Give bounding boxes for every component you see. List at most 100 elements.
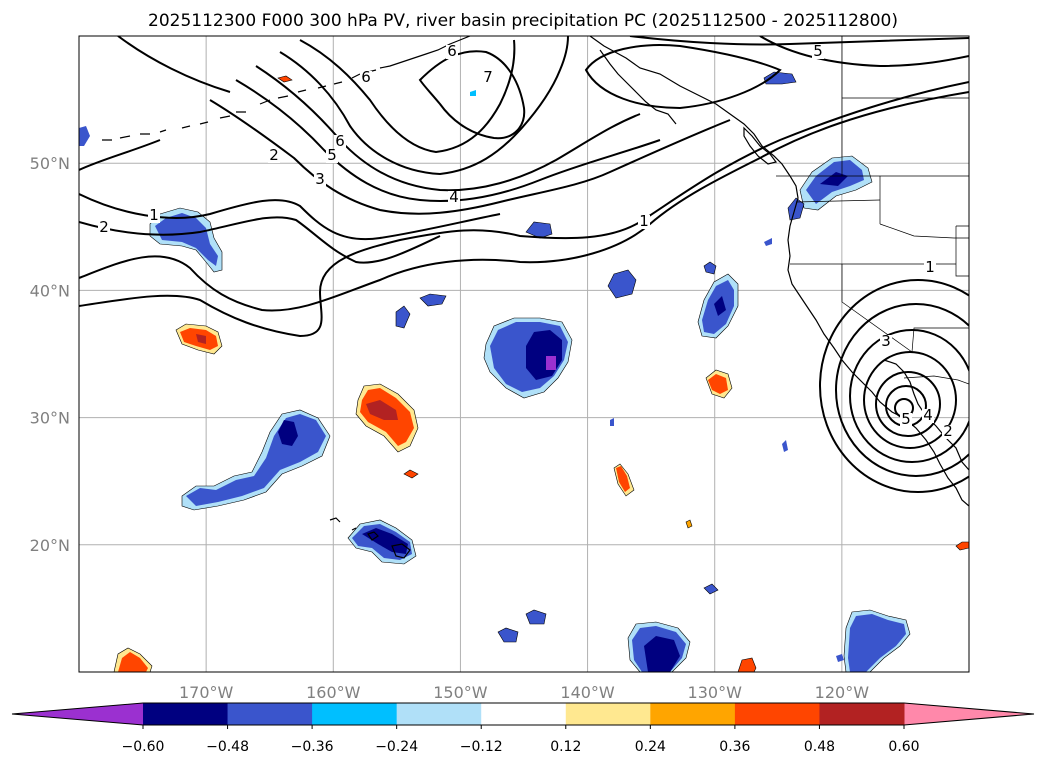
precip-blob — [525, 609, 547, 625]
contour-label-bg — [334, 135, 346, 149]
pv-contour-6 — [279, 36, 569, 176]
contour-label: 1 — [149, 206, 159, 224]
gridlines — [79, 36, 969, 672]
precip-blob — [546, 356, 556, 370]
border-az — [955, 225, 969, 277]
colorbar-tick-label: −0.48 — [206, 739, 249, 755]
precip-blob — [403, 469, 419, 479]
contour-label: 2 — [943, 422, 953, 440]
contour-label-bg — [148, 209, 160, 223]
colorbar-tick-label: 0.36 — [719, 739, 750, 755]
coastline-alaska-panhandle — [599, 49, 677, 125]
contour-label: 1 — [925, 258, 935, 276]
colorbar-bin — [734, 703, 820, 725]
pv-ring — [875, 371, 941, 437]
lon-tick-label: 150°W — [433, 683, 488, 702]
lat-tick-label: 20°N — [30, 536, 70, 555]
lat-tick-label: 30°N — [30, 409, 70, 428]
pv-contours — [79, 36, 969, 338]
contour-label: 4 — [449, 188, 459, 206]
pv-contour-2 — [79, 193, 501, 241]
precipitation-layer — [79, 71, 969, 672]
colorbar-extend-high — [904, 703, 1034, 725]
contour-label-bg — [448, 191, 460, 205]
lon-tick-label: 120°W — [815, 683, 870, 702]
lon-tick-label: 130°W — [688, 683, 743, 702]
precip-blob — [787, 197, 805, 221]
colorbar-bin — [312, 703, 398, 725]
colorbar-bin — [650, 703, 736, 725]
colorbar-tick-label: −0.36 — [291, 739, 334, 755]
pv-contour-1b — [79, 81, 969, 338]
colorbar: −0.60 −0.48 −0.36 −0.24 −0.12 0.12 0.24 0.36 0.4… — [11, 702, 1035, 755]
contour-label-bg — [360, 71, 372, 85]
coastline-vancouver-island — [743, 126, 778, 165]
contour-label: 3 — [881, 332, 891, 350]
precip-blob — [782, 440, 788, 452]
pv-contour-west — [79, 139, 161, 171]
contour-label-bg — [326, 149, 338, 163]
contour-label-bg — [922, 409, 934, 423]
contour-label: 5 — [901, 410, 911, 428]
coastline-west-coast — [589, 36, 969, 507]
contour-label-bg — [268, 149, 280, 163]
contour-label: 6 — [361, 68, 371, 86]
contour-label: 1 — [639, 212, 649, 230]
colorbar-tick-label: −0.24 — [375, 739, 418, 755]
contour-label: 5 — [813, 42, 823, 60]
contour-label-bg — [446, 45, 458, 59]
contour-label-bg — [482, 71, 494, 85]
contour-label-bg — [900, 413, 912, 427]
lon-tick-label: 140°W — [560, 683, 615, 702]
pv-contour-ne — [759, 36, 969, 68]
precip-blob — [497, 627, 519, 643]
axis-tick-labels: 170°W 160°W 150°W 140°W 130°W 120°W 20°N 30°N 40… — [30, 154, 870, 702]
precip-blob — [764, 238, 772, 246]
precip-blob — [470, 90, 476, 96]
colorbar-bin — [143, 703, 229, 725]
precip-blob — [703, 261, 717, 275]
contour-label-bg — [314, 173, 326, 187]
colorbar-bin — [481, 703, 567, 725]
lat-tick-label: 50°N — [30, 154, 70, 173]
colorbar-tick-label: 0.48 — [804, 739, 835, 755]
precip-blob — [644, 636, 680, 672]
precip-blob — [737, 657, 757, 672]
precip-blob — [616, 466, 630, 492]
colorbar-extend-low — [12, 703, 143, 725]
pv-ring — [849, 329, 969, 463]
pv-ring — [819, 279, 969, 493]
colorbar-tick-label: 0.60 — [888, 739, 919, 755]
precip-blob — [820, 172, 848, 186]
colorbar-bin — [819, 703, 905, 725]
precip-blob — [395, 305, 411, 329]
colorbar-bin — [396, 703, 482, 725]
precip-blob — [277, 75, 293, 83]
colorbar-tick-label: 0.24 — [635, 739, 666, 755]
colorbar-tick-label: −0.12 — [460, 739, 503, 755]
contour-label: 4 — [923, 406, 933, 424]
precip-blob — [607, 269, 637, 299]
precip-blob — [419, 293, 447, 307]
cutoff-low-contours — [819, 279, 969, 493]
precip-blob — [610, 418, 614, 426]
contour-label-bg — [812, 45, 824, 59]
border-id — [879, 223, 969, 239]
contour-label: 2 — [269, 146, 279, 164]
precip-blob — [848, 614, 906, 672]
pv-contour-loop — [418, 50, 526, 140]
contour-label-bg — [638, 215, 650, 229]
lon-tick-label: 160°W — [306, 683, 361, 702]
contour-label-bg — [880, 335, 892, 349]
precip-blob — [118, 652, 148, 672]
precip-blob — [703, 583, 719, 595]
pv-contour-loop2 — [584, 44, 782, 110]
contour-label: 5 — [327, 146, 337, 164]
border-or-wa — [795, 199, 881, 203]
colorbar-bin — [227, 703, 313, 725]
precip-blob — [155, 213, 218, 266]
precip-blob — [362, 528, 408, 554]
